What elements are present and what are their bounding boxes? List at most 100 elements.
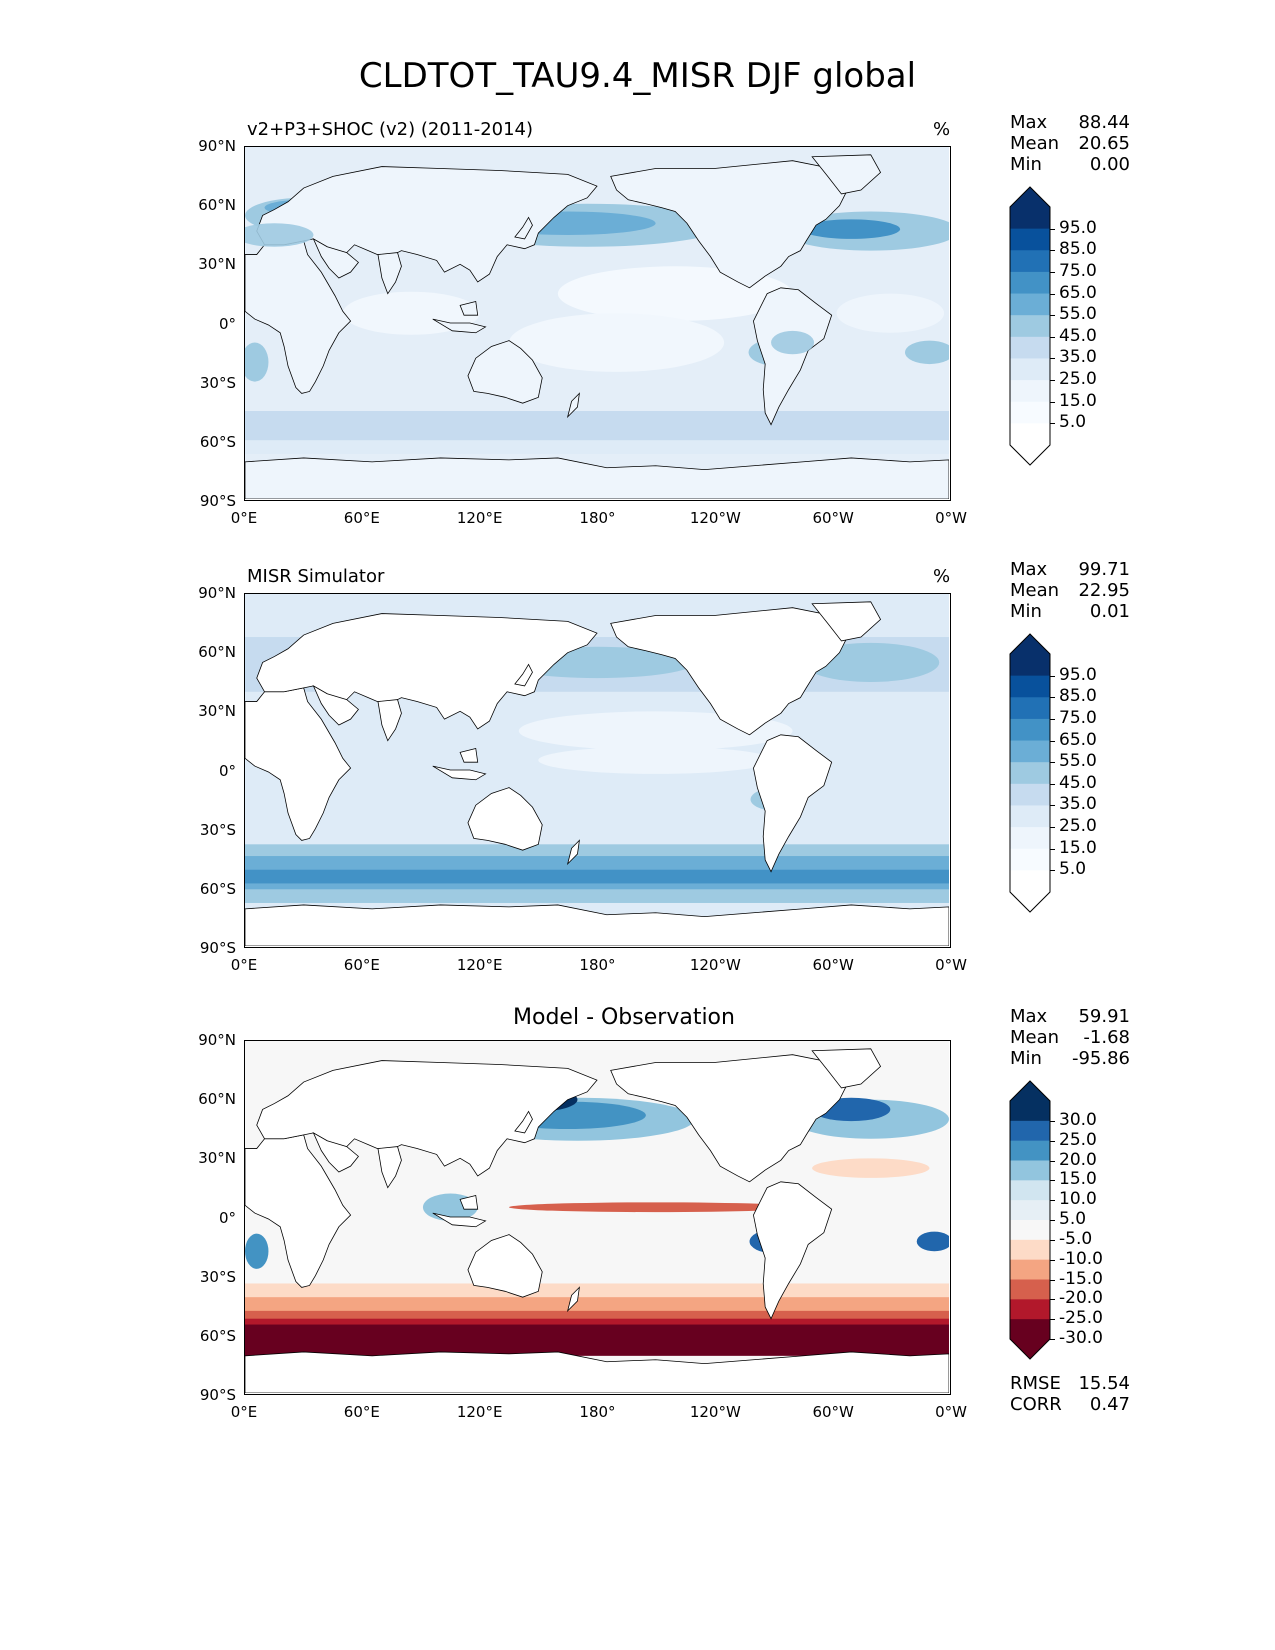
colorbar-tick bbox=[1050, 1180, 1055, 1182]
colorbar-tick bbox=[1050, 1339, 1055, 1340]
colorbar-segment bbox=[1010, 1120, 1050, 1142]
panel-3-colorbar-label: 10.0 bbox=[1059, 1189, 1097, 1210]
panel-3-xtick-label: 120°E bbox=[456, 1403, 503, 1421]
colorbar-segment bbox=[1010, 1299, 1050, 1320]
colorbar-segment bbox=[1010, 1200, 1050, 1221]
colorbar-tick bbox=[1050, 675, 1055, 677]
colorbar-segment bbox=[1010, 718, 1050, 742]
panel-1-units: % bbox=[933, 119, 951, 140]
colorbar-extend-bottom bbox=[1010, 445, 1050, 465]
panel-3-rmse-value: 15.54 bbox=[1078, 1373, 1130, 1394]
panel-3-stat-label: Mean bbox=[1010, 1027, 1060, 1048]
colorbar-segment bbox=[1010, 1160, 1050, 1181]
colorbar-tick bbox=[1050, 380, 1055, 382]
colorbar-tick bbox=[1050, 1160, 1055, 1162]
colorbar-segment bbox=[1010, 1180, 1050, 1201]
colorbar-tick bbox=[1050, 1239, 1055, 1241]
panel-2-stat-label: Max bbox=[1010, 559, 1048, 580]
colorbar-segment bbox=[1010, 1140, 1050, 1161]
panel-3-xtick-label: 0°W bbox=[935, 1403, 967, 1421]
colorbar-tick bbox=[1050, 718, 1055, 720]
panel-1-stat-value: 20.65 bbox=[1078, 133, 1130, 154]
colorbar-tick bbox=[1050, 271, 1055, 273]
colorbar-segment bbox=[1010, 827, 1050, 850]
panel-1-stat-label: Max bbox=[1010, 112, 1048, 133]
panel-1-xtick-label: 0°W bbox=[935, 509, 967, 527]
panel-1-ytick-label: 0° bbox=[218, 314, 236, 333]
panel-1-colorbar-label: 95.0 bbox=[1059, 217, 1097, 238]
colorbar-segment bbox=[1010, 1101, 1050, 1122]
panel-3-title: Model - Observation bbox=[513, 1005, 735, 1030]
panel-3-ytick-label: 60°S bbox=[199, 1326, 236, 1345]
panel-2-colorbar-label: 45.0 bbox=[1059, 772, 1097, 793]
colorbar-segment bbox=[1010, 697, 1050, 720]
panel-3-ytick-label: 90°S bbox=[199, 1386, 236, 1404]
panel-1-colorbar-label: 5.0 bbox=[1059, 412, 1087, 433]
colorbar-extend-bottom bbox=[1010, 892, 1050, 912]
colorbar-tick bbox=[1050, 848, 1055, 850]
panel-2-xtick-label: 0°E bbox=[230, 956, 258, 974]
colorbar-tick bbox=[1050, 697, 1055, 699]
panel-2-colorbar-label: 65.0 bbox=[1059, 729, 1097, 750]
colorbar-outline bbox=[1009, 186, 1051, 466]
colorbar-segment bbox=[1010, 848, 1050, 871]
panel-1-ytick-label: 30°N bbox=[198, 255, 236, 274]
panel-1-xtick-label: 60°W bbox=[812, 509, 854, 527]
panel-3-xtick-label: 0°E bbox=[230, 1403, 258, 1421]
panel-1-ytick-label: 30°S bbox=[199, 373, 236, 392]
colorbar-segment bbox=[1010, 271, 1050, 295]
panel-3-ytick-label: 30°N bbox=[198, 1149, 236, 1168]
colorbar-tick bbox=[1050, 1220, 1055, 1221]
panel-2-colorbar-label: 85.0 bbox=[1059, 686, 1097, 707]
colorbar-segment bbox=[1010, 315, 1050, 338]
panel-3-ytick-label: 90°N bbox=[198, 1031, 236, 1049]
panel-1-stat-value: 0.00 bbox=[1089, 154, 1130, 175]
panel-3-xtick-label: 120°W bbox=[689, 1403, 741, 1421]
panel-2-colorbar-label: 15.0 bbox=[1059, 837, 1097, 858]
panel-3-colorbar-label: 5.0 bbox=[1059, 1209, 1087, 1229]
panel-1-xtick-label: 120°E bbox=[456, 509, 503, 527]
panel-1-stat-label: Min bbox=[1010, 154, 1042, 175]
panel-1-colorbar-label: 75.0 bbox=[1059, 260, 1097, 281]
panel-2-stat-value: 99.71 bbox=[1078, 559, 1130, 580]
colorbar-segment bbox=[1010, 250, 1050, 273]
panel-2-colorbar-label: 5.0 bbox=[1059, 859, 1087, 880]
colorbar-tick bbox=[1050, 783, 1055, 785]
colorbar-tick bbox=[1050, 293, 1055, 295]
colorbar-segment bbox=[1010, 1279, 1050, 1300]
colorbar-segment bbox=[1010, 675, 1050, 698]
panel-2-xtick-label: 120°W bbox=[689, 956, 741, 974]
panel-2-colorbar-label: 75.0 bbox=[1059, 707, 1097, 728]
panel-2-ytick-label: 60°S bbox=[199, 879, 236, 898]
colorbar-segment bbox=[1010, 1239, 1050, 1261]
colorbar-segment bbox=[1010, 336, 1050, 359]
panel-2-colorbar bbox=[1009, 633, 1051, 913]
colorbar-segment bbox=[1010, 805, 1050, 828]
panel-2-xtick-label: 0°W bbox=[935, 956, 967, 974]
colorbar-segment bbox=[1010, 1220, 1050, 1241]
panel-3-stat-label: Max bbox=[1010, 1006, 1048, 1027]
panel-3-colorbar-label: 15.0 bbox=[1059, 1169, 1097, 1190]
colorbar-extend-bottom bbox=[1010, 1339, 1050, 1359]
colorbar-tick bbox=[1050, 1319, 1055, 1321]
panel-2-colorbar-label: 35.0 bbox=[1059, 794, 1097, 815]
colorbar-segment bbox=[1010, 1319, 1050, 1340]
colorbar-outline bbox=[1009, 633, 1051, 913]
panel-1-ytick-label: 60°N bbox=[198, 196, 236, 215]
panel-3-colorbar-label: -15.0 bbox=[1059, 1268, 1103, 1289]
colorbar-segment bbox=[1010, 380, 1050, 403]
colorbar-segment bbox=[1010, 1259, 1050, 1280]
panel-2-ytick-label: 30°N bbox=[198, 702, 236, 721]
panel-3-stat-value: -1.68 bbox=[1083, 1027, 1130, 1048]
colorbar-segment bbox=[1010, 207, 1050, 230]
colorbar-segment bbox=[1010, 762, 1050, 785]
panel-1-colorbar-label: 45.0 bbox=[1059, 325, 1097, 346]
colorbar-segment bbox=[1010, 870, 1050, 893]
panel-1-xtick-label: 120°W bbox=[689, 509, 741, 527]
panel-3-map bbox=[244, 1040, 951, 1395]
panel-3-ytick-label: 60°N bbox=[198, 1090, 236, 1109]
panel-3-ytick-label: 30°S bbox=[199, 1267, 236, 1286]
panel-3-colorbar-label: -10.0 bbox=[1059, 1248, 1103, 1269]
panel-2-ytick-label: 30°S bbox=[199, 820, 236, 839]
panel-3-colorbar-label: 30.0 bbox=[1059, 1109, 1097, 1130]
